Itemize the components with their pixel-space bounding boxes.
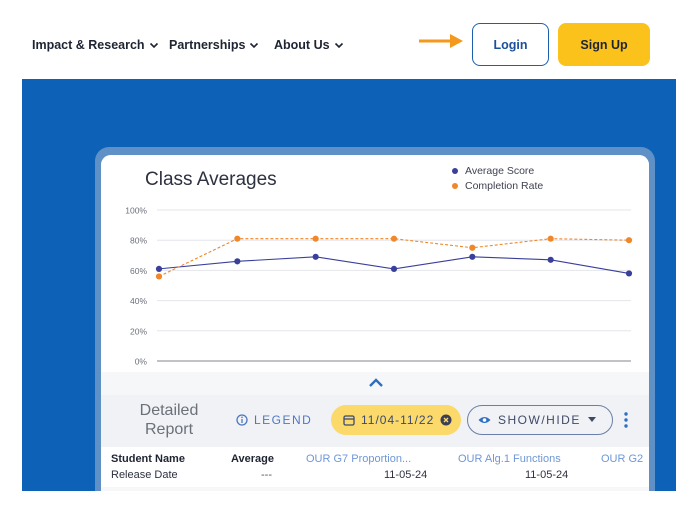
data-point[interactable]	[469, 244, 476, 251]
data-point[interactable]	[234, 235, 241, 242]
show-hide-dropdown[interactable]: SHOW/HIDE	[467, 405, 613, 435]
release-date-average: ---	[261, 469, 272, 481]
clear-icon[interactable]	[440, 414, 452, 426]
arrow-right-icon	[419, 34, 463, 48]
nav-partnerships-label: Partnerships	[169, 38, 246, 52]
data-point[interactable]	[155, 265, 163, 272]
data-point[interactable]	[234, 258, 241, 265]
date-range-filter[interactable]: 11/04-11/22	[331, 405, 461, 435]
release-date-label: Release Date	[111, 469, 178, 481]
y-tick-label: 0%	[135, 357, 148, 367]
legend-marker	[452, 168, 458, 174]
eye-icon	[478, 417, 491, 423]
data-point[interactable]	[312, 253, 319, 260]
data-point[interactable]	[312, 235, 319, 242]
show-hide-label: SHOW/HIDE	[498, 413, 581, 427]
login-button[interactable]: Login	[472, 23, 549, 66]
date-range-label: 11/04-11/22	[361, 413, 435, 427]
nav-impact-research-label: Impact & Research	[32, 38, 145, 52]
chevron-down-icon	[334, 42, 343, 49]
detailed-report-bar: Detailed Report LEGEND 11/04-11/22 SHOW/…	[101, 395, 649, 447]
dashboard-preview-frame: Class Averages Average Score Completion R…	[95, 147, 655, 491]
caret-down-icon	[587, 417, 596, 422]
header-assignment-3[interactable]: OUR G2	[601, 453, 644, 465]
y-tick-label: 80%	[130, 236, 147, 246]
y-tick-label: 60%	[130, 266, 147, 276]
nav-partnerships[interactable]: Partnerships	[169, 38, 259, 52]
y-tick-label: 100%	[125, 206, 147, 216]
y-tick-label: 20%	[130, 326, 147, 336]
report-table: Student Name Average OUR G7 Proportion..…	[101, 447, 649, 487]
more-options-icon[interactable]	[623, 411, 629, 429]
data-point[interactable]	[469, 253, 476, 260]
chevron-up-icon[interactable]	[367, 377, 385, 389]
info-icon	[236, 414, 248, 426]
data-point[interactable]	[155, 273, 163, 280]
hero-section: Class Averages Average Score Completion R…	[22, 79, 676, 491]
data-point[interactable]	[625, 270, 633, 277]
top-navigation: Impact & Research Partnerships About Us …	[0, 0, 698, 80]
legend-marker	[452, 183, 458, 189]
data-point[interactable]	[625, 237, 633, 244]
header-assignment-2[interactable]: OUR Alg.1 Functions	[458, 453, 561, 465]
header-assignment-1[interactable]: OUR G7 Proportion...	[306, 453, 412, 465]
chart-title: Class Averages	[145, 169, 277, 190]
chevron-down-icon	[250, 42, 259, 49]
class-averages-chart: Class Averages Average Score Completion R…	[101, 155, 649, 372]
data-point[interactable]	[547, 235, 554, 242]
detailed-report-title: Detailed Report	[121, 401, 217, 439]
legend-label: LEGEND	[254, 413, 313, 427]
release-date-assignment-2: 11-05-24	[525, 469, 569, 481]
data-point[interactable]	[547, 256, 554, 263]
y-tick-label: 40%	[130, 296, 147, 306]
data-point[interactable]	[390, 235, 398, 242]
legend-label: Completion Rate	[465, 180, 543, 192]
chevron-down-icon	[149, 42, 158, 49]
release-date-assignment-1: 11-05-24	[384, 469, 428, 481]
header-student-name[interactable]: Student Name	[111, 453, 185, 465]
dashboard-card: Class Averages Average Score Completion R…	[101, 155, 649, 491]
header-average[interactable]: Average	[231, 453, 275, 465]
report-title-line1: Detailed	[139, 402, 199, 419]
calendar-icon	[343, 415, 355, 426]
legend-button[interactable]: LEGEND	[236, 413, 312, 427]
data-point[interactable]	[390, 265, 398, 272]
report-title-line2: Report	[144, 421, 194, 438]
chart-svg: Class Averages Average Score Completion R…	[125, 165, 633, 367]
nav-impact-research[interactable]: Impact & Research	[32, 38, 159, 52]
legend-label: Average Score	[465, 165, 534, 177]
nav-about-us[interactable]: About Us	[274, 38, 344, 52]
nav-about-us-label: About Us	[274, 38, 330, 52]
signup-button[interactable]: Sign Up	[558, 23, 650, 66]
